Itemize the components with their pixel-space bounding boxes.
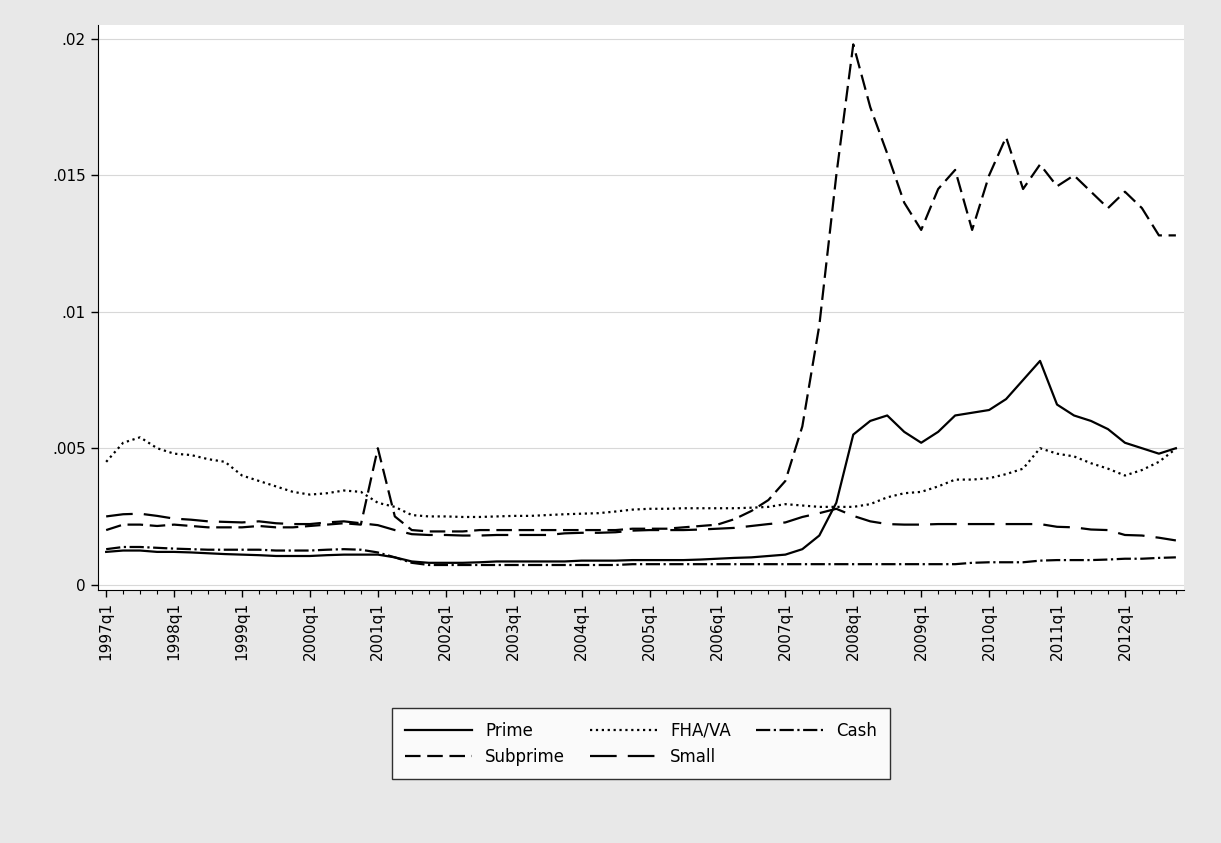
- Prime: [642, 555, 657, 565]
- Subprime: [711, 519, 725, 529]
- Small: [829, 504, 844, 514]
- Line: Prime: Prime: [106, 361, 1176, 563]
- FHA/VA: [455, 512, 470, 522]
- Cash: [659, 559, 674, 569]
- Small: [694, 524, 708, 534]
- Prime: [795, 544, 810, 554]
- FHA/VA: [1168, 443, 1183, 454]
- Prime: [711, 554, 725, 564]
- Prime: [234, 550, 249, 560]
- Prime: [1168, 443, 1183, 454]
- Subprime: [234, 523, 249, 533]
- Prime: [99, 547, 114, 557]
- Subprime: [642, 524, 657, 534]
- Subprime: [795, 422, 810, 432]
- Cash: [812, 559, 827, 569]
- Small: [778, 518, 792, 528]
- Cash: [116, 542, 131, 552]
- Subprime: [421, 526, 436, 536]
- FHA/VA: [829, 502, 844, 512]
- Small: [1168, 535, 1183, 545]
- Legend: Prime, Subprime, FHA/VA, Small, Cash: Prime, Subprime, FHA/VA, Small, Cash: [392, 708, 890, 780]
- Small: [234, 518, 249, 528]
- Subprime: [846, 40, 861, 50]
- FHA/VA: [99, 457, 114, 467]
- Small: [541, 530, 556, 540]
- Prime: [812, 530, 827, 540]
- Cash: [1168, 552, 1183, 562]
- FHA/VA: [133, 432, 148, 443]
- Cash: [829, 559, 844, 569]
- FHA/VA: [659, 504, 674, 514]
- Small: [99, 512, 114, 522]
- FHA/VA: [726, 503, 741, 513]
- Cash: [421, 560, 436, 570]
- Cash: [574, 560, 589, 570]
- FHA/VA: [252, 476, 266, 486]
- Line: FHA/VA: FHA/VA: [106, 438, 1176, 517]
- FHA/VA: [812, 502, 827, 512]
- Subprime: [1168, 230, 1183, 240]
- Prime: [1033, 356, 1048, 366]
- Cash: [252, 545, 266, 555]
- Subprime: [99, 525, 114, 535]
- Subprime: [557, 525, 571, 535]
- Small: [625, 525, 640, 535]
- Subprime: [812, 320, 827, 330]
- Cash: [99, 544, 114, 554]
- Line: Subprime: Subprime: [106, 45, 1176, 531]
- Line: Small: Small: [106, 509, 1176, 540]
- Prime: [421, 558, 436, 568]
- FHA/VA: [574, 508, 589, 518]
- Line: Cash: Cash: [106, 547, 1176, 565]
- Prime: [557, 556, 571, 566]
- Small: [795, 512, 810, 522]
- Cash: [726, 559, 741, 569]
